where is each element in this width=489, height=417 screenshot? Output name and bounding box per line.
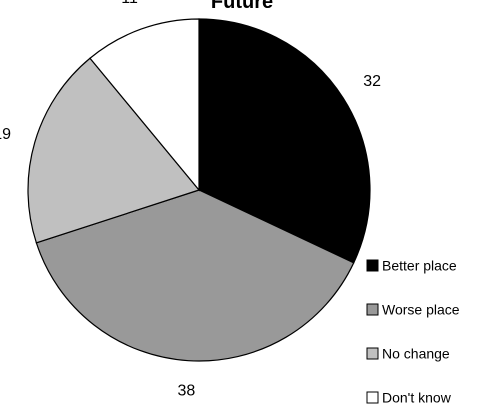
data-label-better-place: 32	[363, 73, 381, 90]
legend-swatch-no-change	[366, 347, 379, 360]
legend-swatch-worse-place	[366, 303, 379, 316]
legend-swatch-don-t-know	[366, 391, 379, 404]
legend-label-don-t-know: Don't know	[382, 390, 452, 406]
pie-slice-no-change	[27, 57, 201, 244]
pie-slices	[27, 18, 371, 362]
pie-slice-worse-place	[35, 189, 355, 362]
data-label-no-change: 19	[0, 126, 11, 143]
data-labels: 32 38 19 11	[0, 0, 381, 400]
legend: Better place Worse place No change Don't kn…	[366, 258, 460, 406]
legend-swatch-better-place	[366, 259, 379, 272]
pie-slice-don-t-know	[89, 18, 200, 192]
data-label-worse-place: 38	[178, 383, 196, 400]
legend-label-no-change: No change	[382, 346, 450, 362]
legend-label-better-place: Better place	[382, 258, 457, 274]
data-label-don-t-know: 11	[121, 0, 138, 7]
legend-label-worse-place: Worse place	[382, 302, 460, 318]
pie-slice-better-place	[198, 18, 371, 264]
chart-title: Future	[211, 0, 273, 13]
